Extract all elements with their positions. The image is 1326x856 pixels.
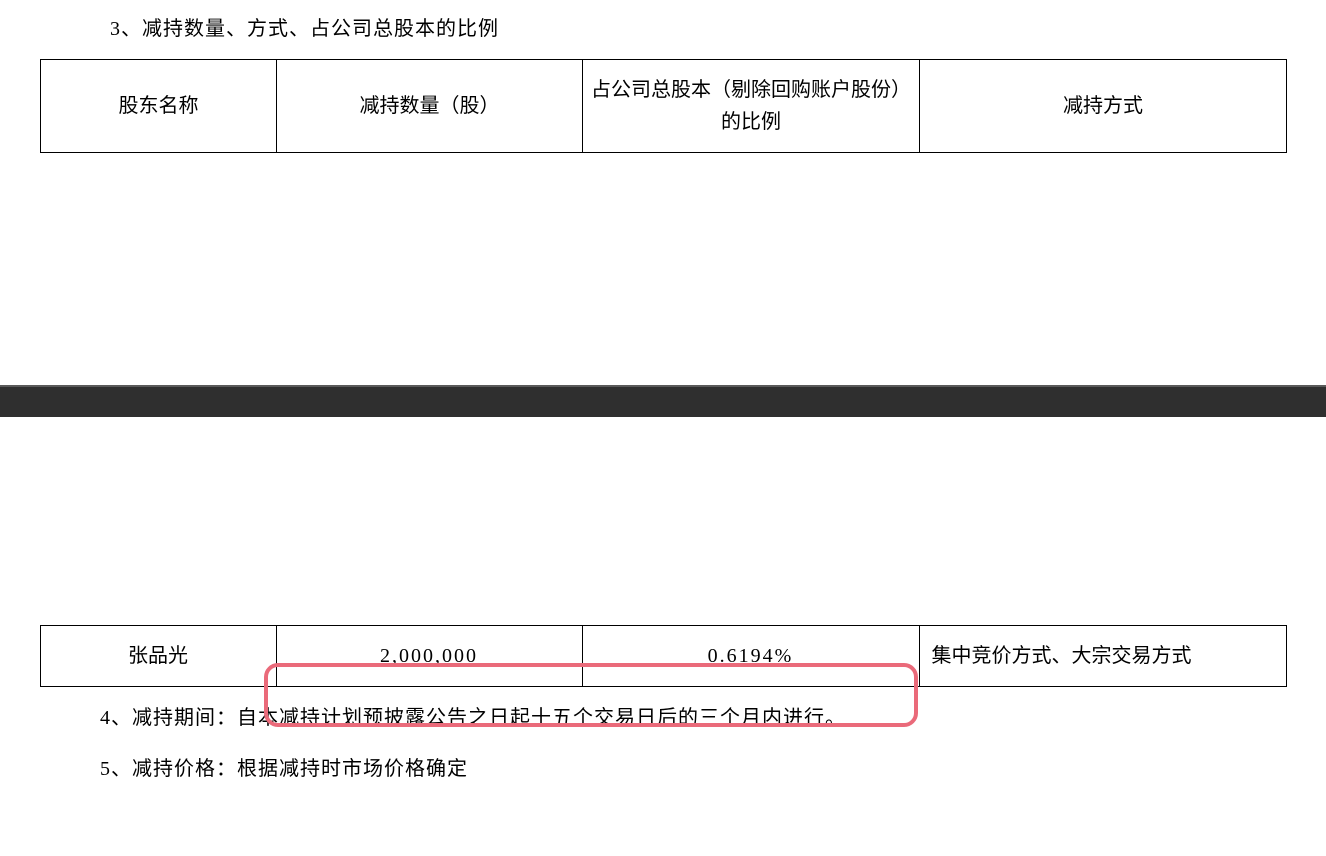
section-3-heading: 3、减持数量、方式、占公司总股本的比例 bbox=[110, 12, 1286, 41]
table-header-row: 股东名称 减持数量（股） 占公司总股本（剔除回购账户股份）的比例 减持方式 bbox=[41, 60, 1287, 153]
cell-reduction-quantity: 2,000,000 bbox=[276, 626, 582, 687]
section-4-text: 4、减持期间：自本减持计划预披露公告之日起十五个交易日后的三个月内进行。 bbox=[100, 701, 1326, 730]
table-row: 张品光 2,000,000 0.6194% 集中竞价方式、大宗交易方式 bbox=[40, 626, 1286, 687]
header-reduction-quantity: 减持数量（股） bbox=[277, 60, 583, 153]
cell-shareholder-name: 张品光 bbox=[40, 626, 276, 687]
page-separator-bar bbox=[0, 385, 1326, 417]
cell-method: 集中竞价方式、大宗交易方式 bbox=[919, 626, 1286, 687]
header-ratio: 占公司总股本（剔除回购账户股份）的比例 bbox=[583, 60, 920, 153]
section-5-text: 5、减持价格：根据减持时市场价格确定 bbox=[100, 752, 1326, 781]
reduction-table-data: 张品光 2,000,000 0.6194% 集中竞价方式、大宗交易方式 bbox=[40, 625, 1287, 687]
header-shareholder-name: 股东名称 bbox=[41, 60, 277, 153]
header-method: 减持方式 bbox=[920, 60, 1287, 153]
reduction-table-header: 股东名称 减持数量（股） 占公司总股本（剔除回购账户股份）的比例 减持方式 bbox=[40, 59, 1287, 153]
cell-ratio: 0.6194% bbox=[582, 626, 919, 687]
